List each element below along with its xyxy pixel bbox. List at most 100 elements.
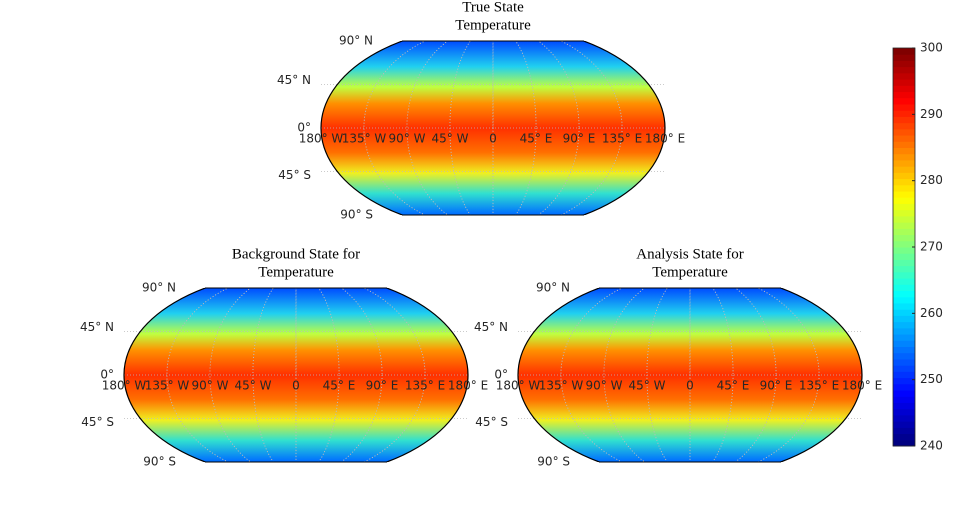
colorbar-cell [893,396,915,403]
colorbar-cell [893,172,915,180]
colorbar-cell [893,439,915,447]
lat-label: 45° S [81,415,114,429]
colorbar-cell [893,191,915,198]
colorbar-cell [893,66,915,74]
colorbar-cell [893,383,915,391]
lat-label: 90° S [143,455,176,469]
colorbar-cell [893,222,915,229]
colorbar-cell [893,352,915,360]
lon-label: 135° W [539,379,584,393]
colorbar-cell [893,209,915,217]
colorbar-cell [893,147,915,155]
colorbar-cell [893,197,915,204]
lon-label: 90° W [192,379,229,393]
map-title: Temperature [455,17,531,33]
colorbar-cell [893,203,915,211]
colorbar-cell [893,48,915,55]
lon-label: 135° E [602,132,642,146]
colorbar-cell [893,346,915,354]
lat-label: 45° S [278,168,311,182]
lat-label: 45° N [474,320,508,334]
colorbar-cell [893,315,915,323]
colorbar-cell [893,97,915,105]
lon-label: 135° E [799,379,839,393]
lon-label: 180° E [645,132,685,146]
colorbar-cell [893,103,915,111]
graticule-line [166,288,426,462]
graticule-line [646,288,734,462]
lon-label: 45° E [520,132,553,146]
colorbar-cell [893,365,915,372]
lon-label: 90° E [760,379,793,393]
colorbar-cell [893,128,915,136]
lon-label: 0 [686,379,694,393]
lon-label: 135° E [405,379,445,393]
colorbar-cell [893,390,915,397]
lon-label: 180° W [496,379,541,393]
colorbar-cell [893,408,915,416]
lon-label: 45° W [629,379,666,393]
colorbar-cell [893,271,915,279]
lat-label: 90° N [142,281,176,295]
graticule-line [560,288,820,462]
lat-label: 45° N [277,73,311,87]
colorbar-cell [893,340,915,347]
colorbar-cell [893,377,915,385]
graticule-line [363,41,623,215]
map-title: Analysis State for [636,246,743,262]
colorbar-tick-label: 270 [920,240,943,254]
colorbar-tick-label: 280 [920,173,943,187]
colorbar-cell [893,60,915,68]
colorbar-cell [893,259,915,267]
colorbar-tick-label: 240 [920,439,943,453]
colorbar-tick-label: 290 [920,107,943,121]
lat-label: 90° N [536,281,570,295]
colorbar-tick-label: 300 [920,41,943,55]
colorbar-cell [893,321,915,329]
colorbar-cell [893,141,915,148]
map-frame [123,288,469,462]
colorbar-tick-label: 250 [920,372,943,386]
colorbar-cell [893,334,915,341]
colorbar-cell [893,228,915,236]
colorbar-cell [893,421,915,428]
colorbar-cell [893,253,915,260]
lon-label: 180° E [448,379,488,393]
colorbar-cell [893,427,915,435]
colorbar-cell [893,153,915,161]
map-title: Background State for [232,246,360,262]
lat-label: 45° N [80,320,114,334]
colorbar-cell [893,358,915,366]
colorbar-cell [893,240,915,248]
graticule-line [449,41,537,215]
map-title: Temperature [652,264,728,280]
colorbar-cell [893,184,915,192]
colorbar-cell [893,166,915,173]
colorbar-tick-label: 260 [920,306,943,320]
lat-label: 0° [494,368,508,382]
colorbar-cell [893,178,915,186]
colorbar-cell [893,247,915,254]
lon-label: 90° W [586,379,623,393]
colorbar-cell [893,116,915,124]
lon-label: 135° W [145,379,190,393]
lon-label: 0 [489,132,497,146]
colorbar-cell [893,110,915,117]
colorbar-cell [893,296,915,304]
colorbar-cell [893,72,915,80]
lon-label: 90° W [389,132,426,146]
colorbar-cell [893,290,915,298]
map-title: True State [462,0,524,15]
map-frame [320,41,666,215]
colorbar-cell [893,371,915,379]
lon-label: 0 [292,379,300,393]
lon-label: 90° E [366,379,399,393]
graticule-line [252,288,340,462]
lat-label: 90° S [340,208,373,222]
colorbar-cell [893,159,915,167]
colorbar-cell [893,79,915,86]
colorbar-cell [893,414,915,422]
lon-label: 90° E [563,132,596,146]
lat-label: 0° [297,121,311,135]
